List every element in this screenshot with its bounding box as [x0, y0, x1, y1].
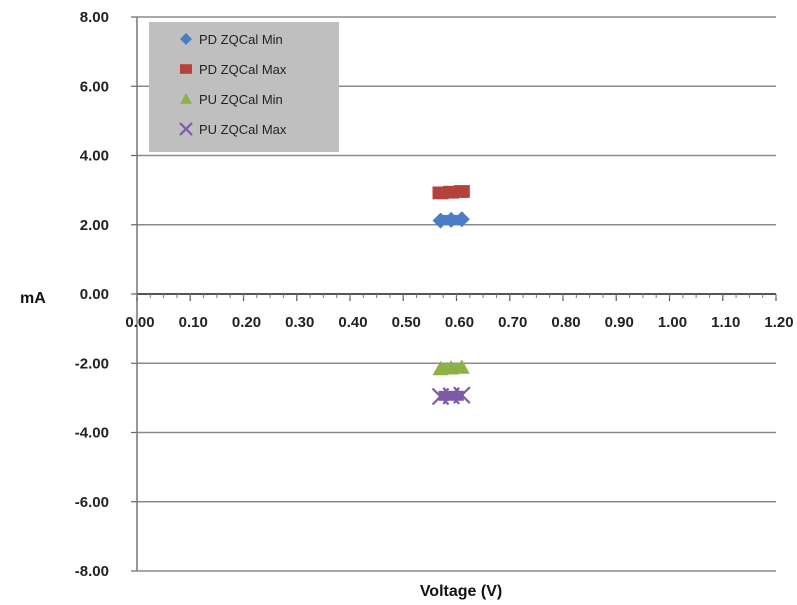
x-tick-label: 1.20 [764, 314, 793, 331]
y-tick-label: -4.00 [75, 425, 109, 442]
x-tick-label: 0.60 [445, 314, 474, 331]
y-tick-label: -2.00 [75, 355, 109, 372]
x-tick-label: 0.40 [338, 314, 367, 331]
legend-label: PD ZQCal Max [199, 62, 287, 77]
legend-box [149, 22, 339, 152]
legend-label: PD ZQCal Min [199, 32, 283, 47]
y-tick-label: 4.00 [80, 148, 109, 165]
y-tick-label: 0.00 [80, 286, 109, 303]
x-tick-label: 0.50 [392, 314, 421, 331]
y-tick-label: 6.00 [80, 78, 109, 95]
legend-marker [180, 93, 192, 104]
legend-entry: PU ZQCal Min [180, 92, 283, 107]
data-point [453, 386, 471, 404]
y-tick-labels: 8.00 6.00 4.00 2.00 0.00 -2.00 -4.00 -6.00 -8.00 [75, 9, 109, 580]
x-tick-label: 0.80 [551, 314, 580, 331]
x-tick-labels: 0.00 0.10 0.20 0.30 0.40 0.50 0.60 0.70 0.80 0.90… [125, 314, 793, 331]
x-tick-label: 0.90 [605, 314, 634, 331]
axes [131, 16, 777, 572]
x-tick-label: 1.00 [658, 314, 687, 331]
x-tick-label: 0.00 [125, 314, 154, 331]
x-tick-label: 0.30 [285, 314, 314, 331]
data-point [453, 185, 470, 198]
y-tick-label: 8.00 [80, 9, 109, 26]
x-tick-label: 1.10 [711, 314, 740, 331]
legend-label: PU ZQCal Max [199, 122, 287, 137]
y-tick-label: -8.00 [75, 563, 109, 580]
legend-label: PU ZQCal Min [199, 92, 283, 107]
x-axis-label: Voltage (V) [420, 583, 502, 600]
legend: PD ZQCal Min PD ZQCal Max PU ZQCal Min PU Z… [149, 22, 339, 152]
legend-entry: PU ZQCal Max [179, 122, 287, 137]
data-point [443, 360, 460, 375]
legend-marker [179, 122, 193, 136]
data-point [432, 212, 449, 229]
y-tick-label: 2.00 [80, 217, 109, 234]
legend-marker [180, 64, 192, 74]
data-point [432, 360, 449, 376]
legend-marker [180, 33, 192, 45]
data-point [443, 211, 460, 228]
data-points [431, 185, 471, 406]
x-tick-label: 0.70 [498, 314, 527, 331]
data-point [453, 211, 470, 228]
x-tick-label: 0.10 [179, 314, 208, 331]
y-axis-label: mA [20, 290, 46, 307]
y-tick-label: -6.00 [75, 494, 109, 511]
data-point [453, 359, 470, 374]
x-tick-label: 0.20 [232, 314, 261, 331]
legend-entry: PD ZQCal Min [180, 32, 283, 47]
legend-entry: PD ZQCal Max [180, 62, 287, 77]
